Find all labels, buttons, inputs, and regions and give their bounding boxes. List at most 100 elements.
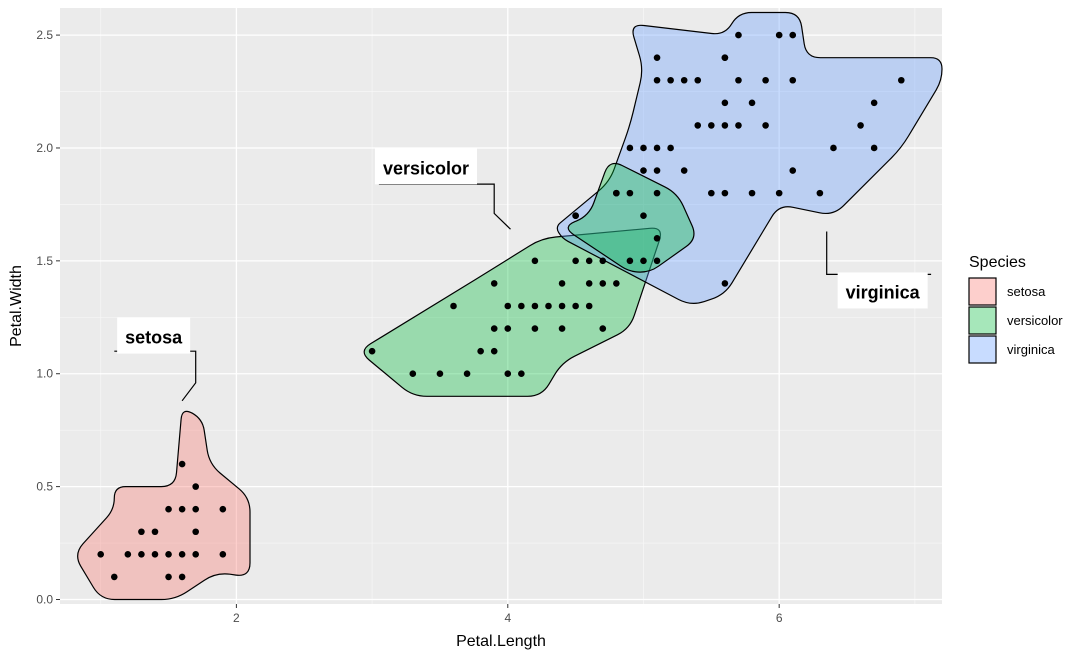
data-point (653, 144, 661, 152)
data-point (463, 370, 471, 378)
data-point (504, 302, 512, 310)
y-tick-label: 0.5 (36, 480, 53, 494)
data-point (490, 325, 498, 332)
data-point (708, 189, 715, 197)
annotation-label-versicolor: versicolor (374, 148, 477, 185)
data-point (789, 76, 797, 84)
data-point (816, 189, 824, 197)
legend-key-virginica (968, 335, 997, 364)
annotation-label-setosa: setosa (117, 317, 191, 354)
data-point (178, 460, 186, 468)
legend-title: Species (969, 254, 1026, 271)
annotation-text: versicolor (383, 158, 469, 178)
data-point (192, 505, 199, 513)
data-point (667, 76, 674, 84)
data-point (613, 189, 620, 197)
data-point (545, 302, 552, 310)
data-point (219, 551, 227, 558)
data-point (748, 99, 756, 107)
data-point (192, 551, 199, 558)
data-point (721, 189, 729, 197)
data-point (518, 302, 525, 310)
data-point (531, 325, 539, 332)
data-point (721, 280, 729, 287)
data-point (775, 31, 783, 39)
data-point (870, 99, 878, 107)
data-point (558, 280, 566, 287)
data-point (518, 370, 525, 378)
data-point (626, 144, 634, 152)
data-point (640, 257, 647, 265)
data-point (870, 144, 878, 152)
data-point (192, 528, 199, 536)
data-point (572, 257, 579, 265)
data-point (762, 76, 769, 84)
data-point (830, 144, 837, 152)
annotation-text: setosa (125, 328, 183, 348)
legend: Species setosa versicolor virginica (968, 254, 1063, 364)
data-point (192, 483, 199, 490)
x-axis-title: Petal.Length (456, 633, 546, 650)
data-point (680, 76, 688, 84)
data-point (653, 189, 661, 197)
data-point (165, 505, 172, 513)
plot-panel (60, 8, 942, 604)
data-point (409, 370, 417, 378)
data-point (721, 54, 729, 61)
data-point (151, 528, 159, 536)
data-point (124, 551, 132, 558)
data-point (165, 573, 172, 581)
data-point (599, 280, 607, 287)
data-point (490, 280, 498, 287)
data-point (626, 189, 634, 197)
data-point (653, 54, 661, 61)
data-point (897, 76, 905, 84)
data-point (599, 325, 607, 332)
data-points (97, 31, 905, 581)
annotation-text: virginica (846, 282, 921, 302)
data-point (178, 551, 186, 558)
data-point (721, 122, 729, 129)
data-point (178, 573, 186, 581)
data-point (531, 302, 539, 310)
x-tick-label: 6 (776, 611, 783, 625)
annotation-box (374, 148, 477, 185)
data-point (138, 551, 145, 558)
data-point (585, 257, 593, 265)
data-point (477, 347, 484, 355)
hull-virginica (556, 11, 943, 304)
data-point (640, 212, 647, 219)
data-point (694, 76, 702, 84)
data-point (735, 31, 742, 39)
data-point (450, 302, 457, 310)
species-annotations: setosa versicolor virginica (114, 148, 932, 402)
data-point (165, 551, 172, 558)
y-tick-label: 2.0 (36, 141, 53, 155)
data-point (599, 257, 607, 265)
data-point (721, 99, 729, 107)
x-tick-label: 4 (504, 611, 511, 625)
y-tick-label: 1.5 (36, 254, 53, 268)
data-point (436, 370, 444, 378)
minor-gridlines (60, 8, 942, 604)
data-point (775, 189, 783, 197)
legend-key-versicolor (968, 306, 997, 335)
legend-label-versicolor: versicolor (1007, 313, 1063, 328)
data-point (735, 76, 742, 84)
species-hulls (77, 11, 943, 601)
x-axis: 2 4 6 (233, 604, 783, 625)
data-point (748, 189, 756, 197)
data-point (653, 76, 661, 84)
data-point (368, 347, 376, 355)
data-point (531, 257, 539, 265)
y-tick-label: 1.0 (36, 367, 53, 381)
y-axis-title: Petal.Width (8, 265, 25, 347)
data-point (219, 505, 227, 513)
legend-key-setosa (968, 277, 997, 306)
data-point (789, 167, 797, 174)
data-point (504, 370, 512, 378)
data-point (694, 122, 702, 129)
data-point (653, 257, 661, 265)
data-point (178, 505, 186, 513)
data-point (762, 122, 769, 129)
